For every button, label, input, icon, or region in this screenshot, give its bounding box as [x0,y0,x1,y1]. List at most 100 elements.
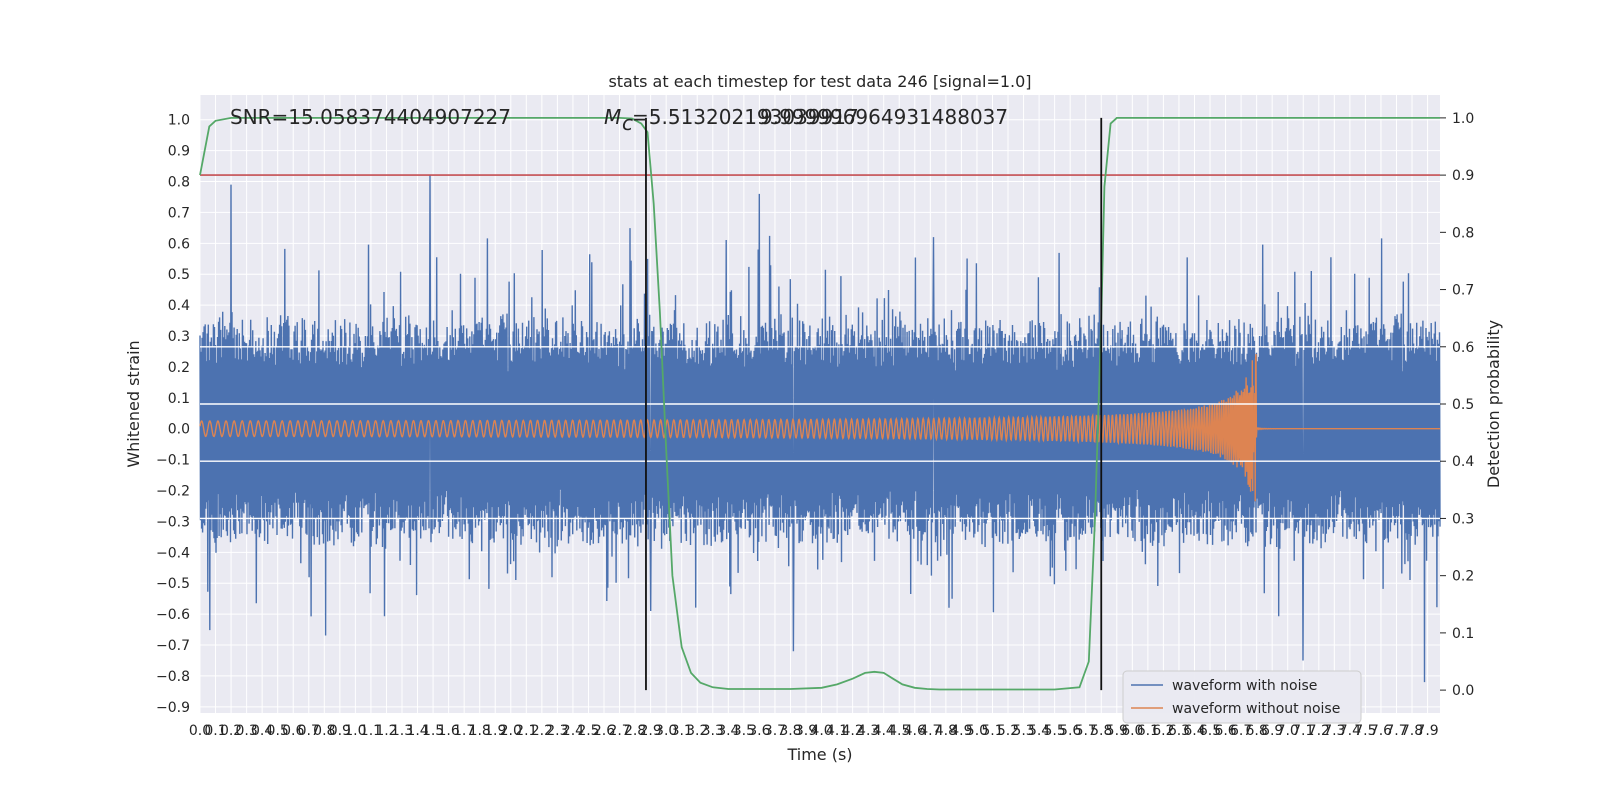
y-tick-label-13: 0.4 [168,298,190,314]
legend-label-clean: waveform without noise [1172,701,1340,717]
y-tick-label-10: 0.1 [168,391,190,407]
mc-annotation: =5.513202193039917 [632,105,859,129]
x-tick-label-53: 5.3 [1012,723,1034,739]
x-tick-label-32: 3.2 [686,723,708,739]
x-tick-label-64: 6.4 [1183,723,1205,739]
x-tick-label-50: 5.0 [966,723,988,739]
x-tick-label-28: 2.8 [624,723,646,739]
y-right-tick-label-10: 1.0 [1452,111,1474,127]
y-tick-label-3: −0.6 [156,607,190,623]
x-tick-label-2: 0.2 [220,723,242,739]
x-tick-label-35: 3.5 [733,723,755,739]
x-tick-label-76: 7.6 [1370,723,1392,739]
y-tick-label-17: 0.8 [168,175,190,191]
y-right-tick-label-8: 0.8 [1452,225,1474,241]
x-tick-label-16: 1.6 [437,723,459,739]
x-tick-label-75: 7.5 [1354,723,1376,739]
x-tick-label-25: 2.5 [577,723,599,739]
x-tick-label-14: 1.4 [406,723,428,739]
x-tick-label-26: 2.6 [593,723,615,739]
x-tick-label-33: 3.3 [702,723,724,739]
x-tick-label-69: 6.9 [1261,723,1283,739]
x-tick-label-49: 4.9 [950,723,972,739]
x-tick-label-37: 3.7 [764,723,786,739]
x-tick-label-0: 0.0 [189,723,211,739]
x-tick-label-67: 6.7 [1230,723,1252,739]
x-tick-label-71: 7.1 [1292,723,1314,739]
y-tick-label-6: −0.3 [156,514,190,530]
x-tick-label-63: 6.3 [1168,723,1190,739]
snr-annotation: SNR=15.058374404907227 [230,105,511,129]
x-tick-label-20: 2.0 [500,723,522,739]
y-right-tick-label-7: 0.7 [1452,283,1474,299]
y-tick-label-11: 0.2 [168,360,190,376]
series-layer [199,175,1441,683]
tick-labels: 0.00.10.20.30.40.50.60.70.80.91.01.11.21… [156,111,1474,739]
x-tick-label-74: 7.4 [1339,723,1361,739]
chart-title: stats at each timestep for test data 246… [608,72,1031,91]
x-tick-label-47: 4.7 [919,723,941,739]
overlap-annotation: 9.999996964931488037 [760,105,1008,129]
x-tick-label-73: 7.3 [1323,723,1345,739]
x-tick-label-59: 5.9 [1106,723,1128,739]
x-tick-label-12: 1.2 [375,723,397,739]
x-tick-label-68: 6.8 [1246,723,1268,739]
x-tick-label-10: 1.0 [344,723,366,739]
x-tick-label-30: 3.0 [655,723,677,739]
x-tick-label-65: 6.5 [1199,723,1221,739]
x-tick-label-8: 0.8 [313,723,335,739]
x-tick-label-62: 6.2 [1152,723,1174,739]
series-waveform-with-noise [199,175,1441,683]
mc-subscript: c [622,111,633,135]
x-tick-label-70: 7.0 [1277,723,1299,739]
y-right-tick-label-9: 0.9 [1452,168,1474,184]
x-tick-label-27: 2.7 [608,723,630,739]
x-tick-label-79: 7.9 [1416,723,1438,739]
x-tick-label-31: 3.1 [671,723,693,739]
x-tick-label-11: 1.1 [360,723,382,739]
y-tick-label-2: −0.7 [156,638,190,654]
x-tick-label-22: 2.2 [531,723,553,739]
x-tick-label-29: 2.9 [639,723,661,739]
y-right-tick-label-6: 0.6 [1452,340,1474,356]
x-tick-label-54: 5.4 [1028,723,1050,739]
x-tick-label-46: 4.6 [904,723,926,739]
x-tick-label-23: 2.3 [546,723,568,739]
y-right-tick-label-4: 0.4 [1452,454,1474,470]
mc-symbol: M [604,105,621,129]
x-tick-label-43: 4.3 [857,723,879,739]
x-tick-label-66: 6.6 [1214,723,1236,739]
x-tick-label-34: 3.4 [717,723,739,739]
y-axis-right-label: Detection probability [1484,320,1503,488]
x-tick-label-58: 5.8 [1090,723,1112,739]
series-waveform-without-noise [199,353,1440,502]
y-tick-label-0: −0.9 [156,700,190,716]
x-tick-label-45: 4.5 [888,723,910,739]
y-tick-label-4: −0.5 [156,576,190,592]
x-tick-label-9: 0.9 [329,723,351,739]
x-tick-label-13: 1.3 [391,723,413,739]
x-tick-label-3: 0.3 [235,723,257,739]
y-tick-label-5: −0.4 [156,545,190,561]
y-tick-label-14: 0.5 [168,267,190,283]
x-tick-label-60: 6.0 [1121,723,1143,739]
x-tick-label-42: 4.2 [841,723,863,739]
y-tick-label-16: 0.7 [168,205,190,221]
x-tick-label-72: 7.2 [1308,723,1330,739]
x-tick-label-4: 0.4 [251,723,273,739]
x-tick-label-51: 5.1 [981,723,1003,739]
x-tick-label-48: 4.8 [935,723,957,739]
x-tick-label-40: 4.0 [810,723,832,739]
x-tick-label-5: 0.5 [267,723,289,739]
x-tick-label-55: 5.5 [1044,723,1066,739]
x-tick-label-41: 4.1 [826,723,848,739]
y-tick-label-12: 0.3 [168,329,190,345]
x-tick-label-61: 6.1 [1137,723,1159,739]
y-tick-label-8: −0.1 [156,453,190,469]
legend-box [1122,670,1362,724]
y-tick-label-9: 0.0 [168,422,190,438]
x-tick-label-15: 1.5 [422,723,444,739]
x-tick-label-24: 2.4 [562,723,584,739]
y-tick-label-15: 0.6 [168,236,190,252]
